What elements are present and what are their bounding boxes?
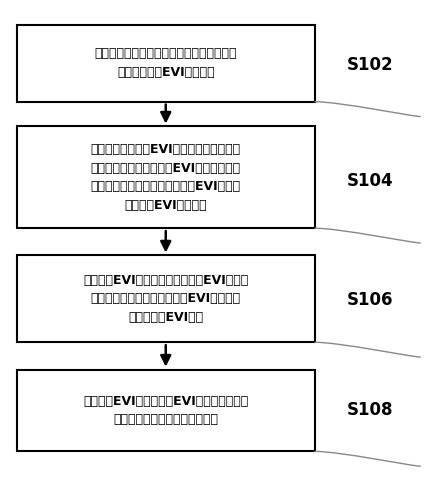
- Text: 对每个遥感图像的EVI时间序列进行优化，
得到每个遥感图像的中间EVI时间序列，并
计算出当前遥感图像对应的中间EVI时间序
列的平均EVI时间序列: 对每个遥感图像的EVI时间序列进行优化， 得到每个遥感图像的中间EVI时间序列，…: [91, 143, 241, 212]
- FancyBboxPatch shape: [17, 370, 314, 451]
- Text: S108: S108: [346, 401, 393, 419]
- Text: 基于平均EVI时间序列，构建参考EVI曲线；
以及基于当前遥感图像对应的EVI时间序列
，构建目标EVI曲线: 基于平均EVI时间序列，构建参考EVI曲线； 以及基于当前遥感图像对应的EVI时…: [83, 274, 248, 324]
- Text: 获取目标区域的遥感图像，并计算遥感图像
中目标作物的EVI时间序列: 获取目标区域的遥感图像，并计算遥感图像 中目标作物的EVI时间序列: [94, 48, 237, 79]
- Text: 利用参考EVI曲线和目标EVI曲线，对目标区
域的目标作物进行实时物候监测: 利用参考EVI曲线和目标EVI曲线，对目标区 域的目标作物进行实时物候监测: [83, 395, 248, 426]
- FancyBboxPatch shape: [17, 25, 314, 102]
- Text: S106: S106: [346, 291, 393, 309]
- FancyBboxPatch shape: [17, 255, 314, 342]
- Text: S102: S102: [346, 57, 393, 74]
- Text: S104: S104: [346, 172, 393, 190]
- FancyBboxPatch shape: [17, 126, 314, 228]
